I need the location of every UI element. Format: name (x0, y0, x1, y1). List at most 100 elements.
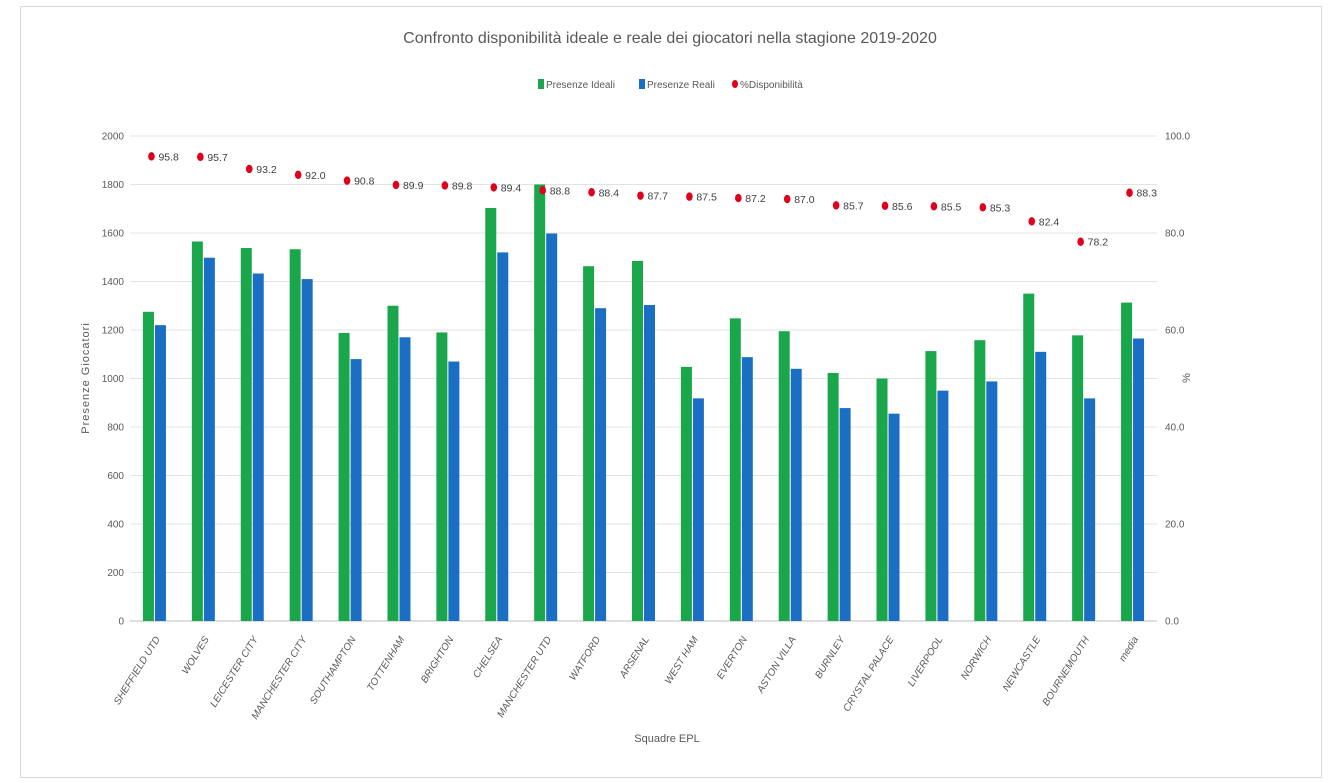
x-tick-label: MANCHESTER CITY (250, 634, 311, 722)
y2-tick-label: 80.0 (1165, 229, 1185, 240)
bar-presenze-reali (399, 337, 411, 621)
data-label-disponibilita: 93.2 (256, 164, 277, 176)
bar-presenze-ideali (827, 372, 839, 621)
bar-presenze-ideali (680, 366, 692, 621)
data-label-disponibilita: 88.3 (1137, 188, 1158, 200)
x-tick-label: NEWCASTLE (1001, 634, 1043, 693)
point-disponibilita (197, 152, 204, 162)
x-tick-label: media (1117, 634, 1141, 663)
bar-presenze-ideali (729, 318, 741, 621)
x-tick-label: SHEFFIELD UTD (112, 635, 163, 707)
point-disponibilita (1077, 237, 1084, 246)
bar-presenze-ideali (1121, 302, 1133, 621)
y-tick-label: 2000 (102, 132, 125, 143)
bar-presenze-ideali (338, 332, 350, 621)
point-disponibilita (392, 180, 400, 190)
point-disponibilita (148, 152, 155, 161)
points: 95.8 95.7 93.2 92.0 90.8 89.9 89.8 89.4 88.8 88.4… (148, 151, 1158, 249)
bar-presenze-ideali (974, 340, 986, 621)
bar-presenze-reali (741, 357, 753, 621)
data-label-disponibilita: 87.5 (696, 192, 717, 204)
bar-presenze-reali (937, 390, 949, 621)
y2-tick-label: 0.0 (1165, 617, 1179, 628)
data-label-disponibilita: 82.4 (1039, 216, 1060, 228)
x-tick-label: WATFORD (568, 635, 604, 683)
bar-presenze-ideali (387, 305, 399, 621)
bar-presenze-ideali (632, 260, 643, 621)
point-disponibilita (539, 186, 546, 195)
x-tick-label: BRIGHTON (419, 634, 457, 685)
data-label-disponibilita: 88.4 (599, 187, 620, 199)
data-label-disponibilita: 87.0 (794, 194, 815, 206)
y-axis-left: 0 200 400 600 800 1000 1200 1400 1600 1800 2000 (102, 132, 125, 628)
point-disponibilita (245, 164, 253, 174)
y-axis-title: Presenze Giocatori (80, 322, 92, 434)
x-tick-label: BURNLEY (813, 634, 848, 681)
y-tick-label: 0 (118, 617, 124, 628)
y-axis-right: 0.0 20.0 40.0 60.0 80.0 100.0 (1165, 132, 1190, 628)
bar-presenze-ideali (876, 378, 888, 621)
point-disponibilita (588, 188, 595, 197)
legend-swatch (639, 79, 645, 89)
point-disponibilita (979, 203, 987, 212)
bar-presenze-ideali (534, 184, 546, 621)
bar-presenze-reali (692, 398, 704, 621)
bar-presenze-ideali (142, 311, 154, 621)
x-tick-label: WOLVES (180, 634, 212, 676)
point-disponibilita (1028, 217, 1036, 226)
y-tick-label: 1800 (102, 180, 125, 191)
legend-swatch (538, 79, 544, 89)
point-disponibilita (294, 170, 302, 179)
chart-title: Confronto disponibilità ideale e reale d… (403, 30, 937, 47)
x-tick-label: TOTTENHAM (365, 634, 408, 693)
y2-tick-label: 100.0 (1165, 132, 1190, 143)
point-disponibilita (637, 191, 644, 200)
bar-presenze-reali (350, 359, 362, 621)
y2-tick-label: 20.0 (1165, 520, 1185, 531)
data-label-disponibilita: 87.7 (648, 191, 669, 203)
bar-presenze-reali (644, 305, 655, 621)
legend-swatch (732, 80, 738, 88)
y-tick-label: 600 (107, 471, 124, 482)
data-label-disponibilita: 85.7 (843, 200, 864, 212)
data-label-disponibilita: 89.8 (452, 180, 473, 192)
point-disponibilita (832, 201, 840, 210)
point-disponibilita (441, 181, 449, 190)
data-label-disponibilita: 85.5 (941, 201, 962, 213)
y-tick-label: 800 (107, 423, 124, 434)
gridlines (130, 135, 1157, 622)
y2-tick-label: 60.0 (1165, 326, 1185, 337)
point-disponibilita (881, 201, 889, 211)
y-tick-label: 1000 (102, 374, 125, 385)
y2-axis-title: % (1181, 373, 1193, 383)
y-tick-label: 1400 (102, 277, 125, 288)
bar-presenze-reali (203, 257, 215, 621)
bars (142, 184, 1145, 622)
point-disponibilita (686, 192, 693, 201)
y2-tick-label: 40.0 (1165, 423, 1185, 434)
bar-presenze-reali (986, 381, 998, 621)
bar-presenze-ideali (289, 249, 301, 621)
x-tick-label: SOUTHAMPTON (308, 634, 359, 706)
x-tick-label: NORWICH (959, 634, 995, 682)
bar-presenze-reali (888, 413, 900, 621)
bar-presenze-ideali (1072, 335, 1084, 621)
y-tick-label: 1600 (102, 229, 125, 240)
bar-presenze-reali (497, 252, 509, 621)
x-tick-label: CRYSTAL PALACE (841, 634, 896, 713)
bar-presenze-ideali (240, 248, 252, 621)
x-tick-label: MANCHESTER UTD (495, 635, 554, 720)
data-label-disponibilita: 95.8 (158, 151, 179, 163)
bar-presenze-ideali (583, 266, 595, 621)
legend-label: Presenze Reali (647, 80, 715, 91)
bar-presenze-ideali (778, 331, 790, 621)
point-disponibilita (930, 202, 938, 211)
y-tick-label: 200 (107, 568, 124, 579)
x-axis-title: Squadre EPL (634, 733, 699, 745)
data-label-disponibilita: 89.4 (501, 182, 522, 194)
bar-presenze-ideali (1023, 293, 1035, 621)
legend-label: Presenze Ideali (546, 80, 615, 91)
bar-presenze-reali (448, 361, 460, 621)
